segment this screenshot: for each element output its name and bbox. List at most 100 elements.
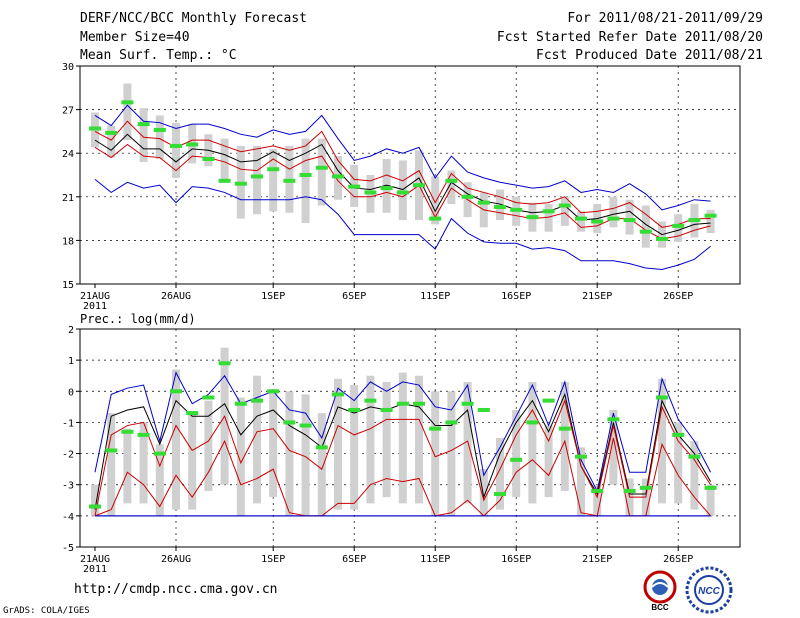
observed-marker (704, 213, 717, 218)
series-upper-spread (94, 399, 712, 516)
bcc-logo: BCC (638, 568, 682, 612)
observed-marker (656, 395, 668, 400)
x-tick-label: 1SEP (261, 554, 285, 565)
observed-marker (656, 236, 668, 241)
observed-marker (396, 401, 409, 406)
y-tick-label: 27 (62, 106, 74, 117)
member-range-bar (609, 196, 618, 228)
observed-marker (396, 190, 409, 195)
x-tick-label: 11SEP (420, 554, 450, 565)
observed-marker (283, 178, 296, 183)
observed-marker (477, 200, 490, 205)
y-tick-label: 21 (62, 193, 74, 204)
observed-marker (429, 426, 442, 431)
observed-marker (494, 492, 506, 497)
member-range-bar (398, 372, 407, 504)
observed-marker (477, 407, 490, 412)
x-tick-label: 26SEP (663, 291, 693, 302)
observed-marker (639, 485, 652, 490)
observed-marker (526, 215, 539, 220)
observed-marker (461, 194, 474, 199)
ncc-logo: NCC (684, 566, 734, 614)
plot-frame (79, 328, 741, 548)
member-range-bar (269, 148, 278, 212)
x-year-label: 2011 (83, 301, 107, 312)
observed-marker (558, 203, 571, 208)
observed-marker (89, 504, 101, 509)
observed-marker (607, 216, 620, 221)
member-range-bar (123, 428, 132, 504)
observed-marker (218, 178, 231, 183)
member-range-bar (609, 409, 618, 485)
x-tick-label: 21SEP (582, 291, 612, 302)
y-tick-label: 2 (68, 325, 74, 336)
series-ensemble-mean (94, 133, 711, 236)
member-range-bar (317, 138, 326, 206)
member-range-bar (528, 381, 537, 504)
observed-marker (558, 426, 571, 431)
x-year-label: 2011 (83, 564, 107, 575)
member-size-label: Member Size=40 (80, 30, 190, 45)
member-range-bar (301, 138, 310, 223)
member-range-bar (107, 413, 116, 516)
member-range-bar (431, 391, 440, 516)
member-range-bar (706, 484, 715, 516)
member-range-bar (593, 484, 602, 516)
observed-marker (251, 398, 263, 403)
member-range-bar (674, 422, 683, 504)
ncc-logo-text: NCC (698, 586, 720, 597)
observed-marker (591, 488, 604, 493)
x-tick-label: 21AUG (80, 291, 110, 302)
observed-marker (299, 423, 312, 428)
member-range-bar (172, 369, 180, 510)
panel-title: Prec.: log(mm/d) (80, 312, 196, 326)
observed-marker (542, 398, 555, 403)
temperature-panel: 15 18 21 24 27 30 21AUG 26AUG 1SEP 6SEP 11SEP 16SEP… (62, 62, 741, 312)
member-range-bar (204, 400, 213, 491)
observed-marker (234, 401, 247, 406)
x-tick-label: 26AUG (161, 554, 191, 565)
observed-marker (170, 389, 182, 394)
y-tick-label: -2 (62, 450, 74, 461)
member-range-bar (107, 125, 116, 158)
y-tick-label: 1 (68, 356, 74, 367)
y-tick-label: 24 (62, 149, 74, 160)
member-range-bar (317, 413, 326, 516)
observed-marker (137, 432, 150, 437)
member-range-bar (479, 469, 488, 516)
member-range-bar (253, 375, 261, 504)
observed-marker (332, 392, 344, 397)
member-range-bar (415, 375, 423, 504)
observed-marker (607, 417, 620, 422)
series-ensemble-max (94, 104, 711, 211)
observed-marker (461, 401, 474, 406)
observed-marker (267, 389, 280, 394)
observed-marker (575, 454, 587, 459)
observed-marker (283, 420, 296, 425)
member-range-bar (674, 214, 683, 242)
observed-marker (332, 174, 344, 179)
member-range-bar (625, 199, 634, 235)
observed-marker (315, 165, 328, 170)
y-tick-label: 18 (62, 236, 74, 247)
member-range-bar (496, 438, 504, 510)
source-url[interactable]: http://cmdp.ncc.cma.gov.cn (74, 582, 278, 597)
observed-marker (510, 457, 523, 462)
plot-frame (79, 65, 741, 285)
member-range-bar (544, 425, 553, 498)
member-range-bar (139, 422, 148, 504)
observed-marker (591, 219, 604, 224)
observed-marker (348, 407, 361, 412)
observed-marker (137, 122, 150, 127)
x-tick-label: 1SEP (261, 291, 285, 302)
member-range-bar (366, 375, 375, 504)
member-range-bar (496, 189, 504, 221)
member-range-bar (220, 138, 229, 180)
y-tick-label: 0 (68, 387, 74, 398)
x-tick-label: 26SEP (663, 554, 693, 565)
member-range-bar (447, 170, 456, 205)
observed-marker (218, 361, 231, 366)
x-tick-label: 16SEP (501, 291, 531, 302)
observed-marker (364, 190, 377, 195)
